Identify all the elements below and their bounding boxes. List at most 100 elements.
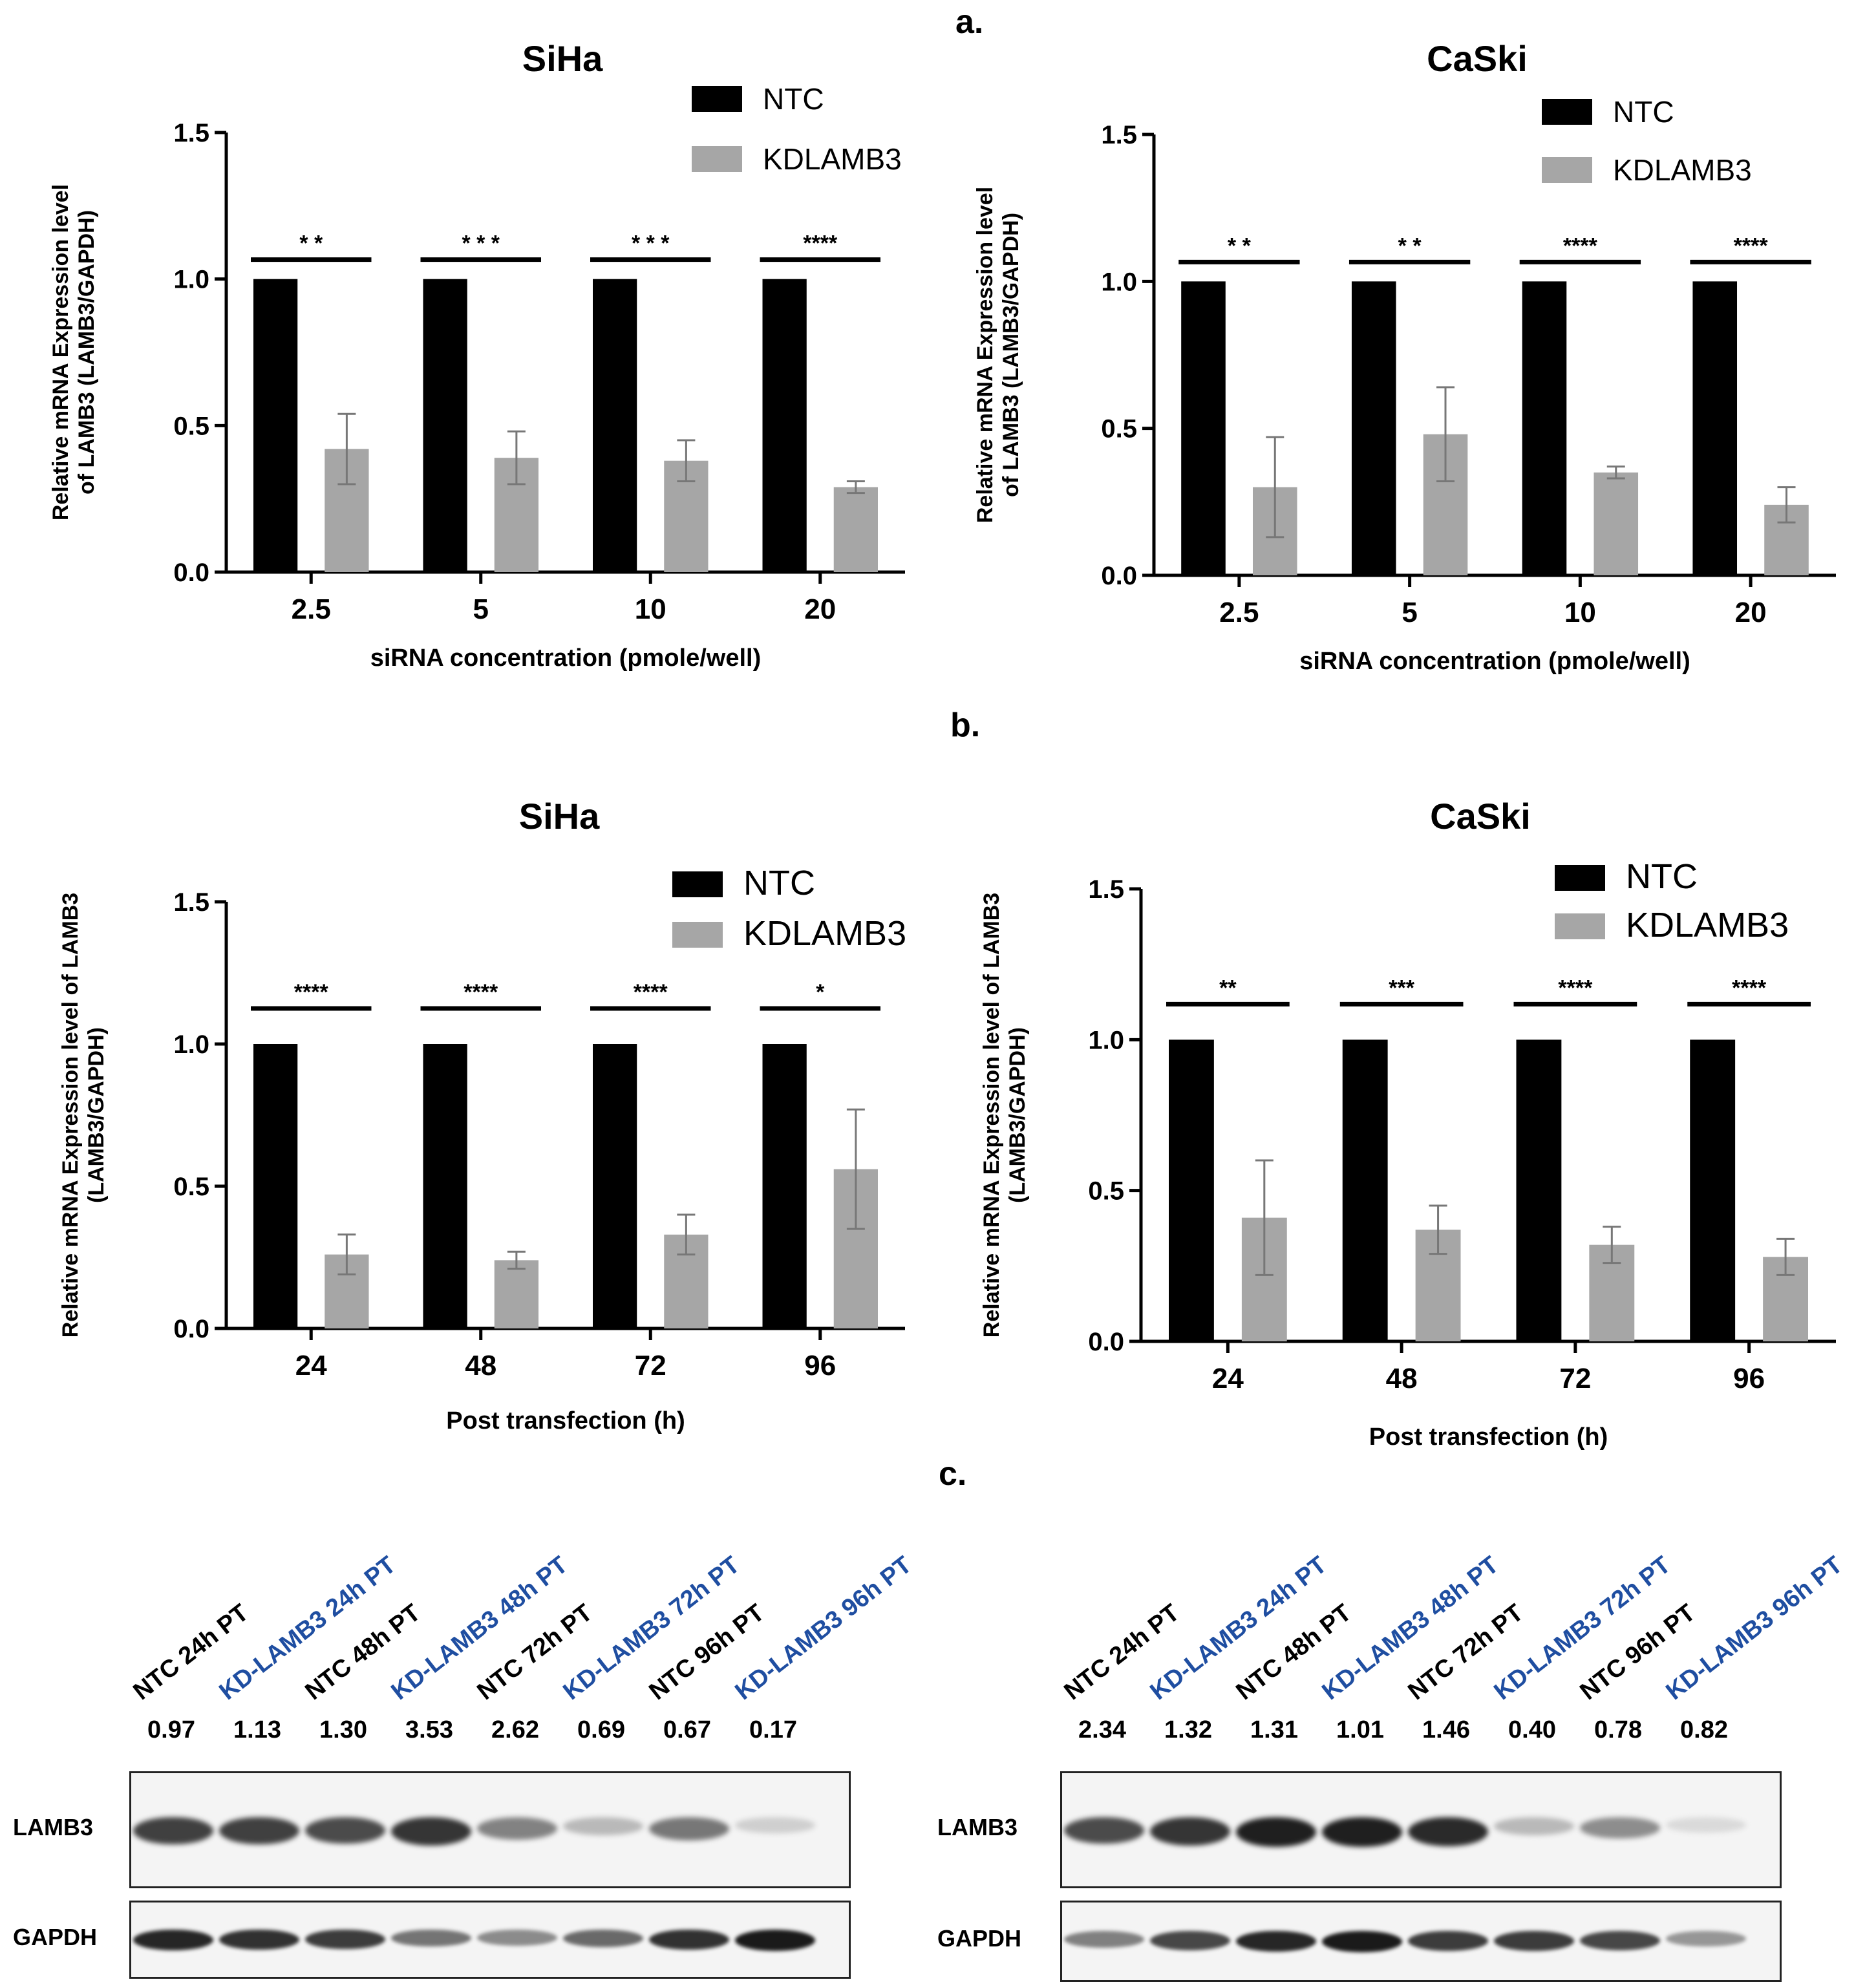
y-axis-label: Relative mRNA Expression level of LAMB3 [979, 893, 1004, 1337]
row-label-gapdh: GAPDH [13, 1923, 98, 1950]
x-tick-label: 20 [804, 593, 836, 625]
legend-label: KDLAMB3 [743, 914, 906, 953]
bar-ntc [253, 1044, 298, 1328]
densitometry-value: 0.40 [1508, 1716, 1556, 1743]
significance-stars: **** [1563, 233, 1598, 258]
chart-title: CaSki [1430, 796, 1531, 836]
y-tick-label: 1.5 [1101, 121, 1137, 149]
legend-label: NTC [763, 82, 824, 116]
significance-stars: **** [803, 231, 838, 256]
chart-caski-time: CaSki 0.0 0.5 1.0 1.5 Relative mRNA Expressio… [924, 776, 1875, 1467]
lamb3-band [1150, 1817, 1230, 1846]
chart-title: SiHa [522, 38, 603, 79]
y-tick-label: 0.0 [1088, 1328, 1124, 1356]
significance-stars: **** [634, 980, 668, 1005]
y-tick-label: 1.5 [173, 888, 209, 917]
x-axis-label: Post transfection (h) [1369, 1423, 1608, 1451]
y-tick-label: 0.0 [173, 1315, 209, 1343]
y-tick-label: 1.0 [1088, 1026, 1124, 1054]
gapdh-band [219, 1929, 299, 1950]
bar-ntc [593, 1044, 637, 1328]
x-axis-label: siRNA concentration (pmole/well) [370, 645, 762, 672]
x-tick-label: 96 [804, 1350, 836, 1381]
row-label-gapdh: GAPDH [937, 1925, 1022, 1952]
x-tick-label: 24 [1212, 1363, 1244, 1394]
legend-swatch [672, 871, 723, 897]
bar-ntc [1692, 281, 1738, 575]
lamb3-band [305, 1817, 385, 1844]
gapdh-band [1064, 1931, 1144, 1948]
gapdh-band [1236, 1931, 1316, 1952]
significance-stars: *** [1389, 975, 1414, 1000]
bar-ntc [1181, 281, 1226, 575]
lamb3-band [391, 1817, 471, 1846]
bar-ntc [1522, 281, 1567, 575]
y-tick-label: 0.5 [173, 1173, 209, 1201]
significance-stars: * * [1228, 233, 1252, 258]
bar-ntc [253, 279, 298, 572]
densitometry-value: 2.34 [1078, 1716, 1126, 1743]
y-axis-label: Relative mRNA Expression level of LAMB3 [58, 893, 83, 1337]
y-tick-label: 1.0 [173, 266, 209, 294]
bar-kdlamb3 [1594, 472, 1639, 575]
blot-lamb3-row [129, 1771, 851, 1888]
legend-swatch [1555, 913, 1605, 939]
bar-kdlamb3 [494, 1260, 538, 1328]
densitometry-value: 2.62 [491, 1716, 539, 1743]
y-axis-label: (LAMB3/GAPDH) [84, 1027, 109, 1203]
significance-stars: * [816, 980, 825, 1005]
densitometry-value: 0.97 [147, 1716, 195, 1743]
densitometry-value: 1.13 [233, 1716, 281, 1743]
legend-label: KDLAMB3 [1626, 906, 1789, 944]
y-axis-label: Relative mRNA Expression level [973, 187, 997, 523]
significance-stars: * * [1398, 233, 1422, 258]
bar-kdlamb3 [833, 487, 878, 572]
legend-label: KDLAMB3 [763, 142, 902, 176]
legend-swatch [1542, 157, 1592, 183]
y-axis-label: of LAMB3 (LAMB3/GAPDH) [999, 213, 1023, 497]
gapdh-band [133, 1929, 213, 1950]
gapdh-band [1580, 1931, 1660, 1950]
legend-label: NTC [743, 864, 815, 902]
y-tick-label: 1.5 [173, 119, 209, 147]
x-tick-label: 10 [1564, 597, 1596, 628]
y-axis-label: of LAMB3 (LAMB3/GAPDH) [74, 210, 99, 495]
bar-ntc [762, 1044, 807, 1328]
significance-stars: * * [299, 231, 323, 256]
lamb3-band [1408, 1817, 1488, 1846]
gapdh-band [563, 1929, 643, 1948]
lamb3-band [563, 1817, 643, 1835]
legend-label: NTC [1613, 95, 1674, 129]
x-tick-label: 2.5 [1219, 597, 1259, 628]
gapdh-band [1666, 1931, 1746, 1947]
western-blot-caski: NTC 24h PT KD-LAMB3 24h PT NTC 48h PT KD-LA… [924, 1474, 1875, 1982]
significance-stars: **** [464, 980, 498, 1005]
x-tick-label: 20 [1735, 597, 1767, 628]
significance-stars: **** [1732, 975, 1767, 1000]
x-tick-label: 96 [1733, 1363, 1765, 1394]
significance-stars: **** [1558, 975, 1593, 1000]
x-tick-label: 5 [473, 593, 489, 625]
gapdh-band [649, 1929, 729, 1950]
significance-stars: * * * [632, 231, 670, 256]
legend-swatch [692, 86, 742, 112]
x-tick-label: 48 [465, 1350, 496, 1381]
bar-ntc [762, 279, 807, 572]
y-tick-label: 0.5 [1088, 1177, 1124, 1206]
y-tick-label: 0.5 [1101, 415, 1137, 443]
x-tick-label: 5 [1402, 597, 1417, 628]
gapdh-band [735, 1929, 815, 1951]
significance-stars: * * * [462, 231, 500, 256]
significance-stars: **** [1734, 233, 1769, 258]
chart-caski-concentration: CaSki 0.0 0.5 1.0 1.5 Relative mRNA Expressio… [924, 26, 1875, 698]
lamb3-band [1666, 1817, 1746, 1833]
y-axis-label: Relative mRNA Expression level [48, 184, 73, 520]
panel-label-b: b. [950, 707, 981, 744]
legend-swatch [1555, 865, 1605, 891]
legend-swatch [672, 922, 723, 948]
lamb3-band [1236, 1817, 1316, 1848]
bar-ntc [1351, 281, 1396, 575]
gapdh-band [305, 1929, 385, 1950]
legend-swatch [1542, 99, 1592, 125]
y-axis-label: (LAMB3/GAPDH) [1005, 1027, 1030, 1203]
